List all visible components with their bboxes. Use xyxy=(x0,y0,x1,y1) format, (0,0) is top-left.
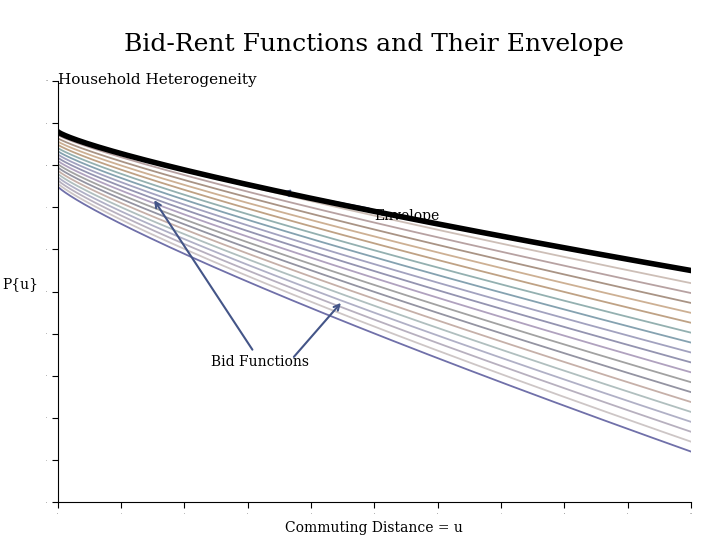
Y-axis label: P{u}: P{u} xyxy=(2,278,38,292)
Text: Envelope: Envelope xyxy=(284,191,440,223)
X-axis label: Commuting Distance = u: Commuting Distance = u xyxy=(285,521,464,535)
Text: Bid-Rent Functions and Their Envelope: Bid-Rent Functions and Their Envelope xyxy=(125,33,624,56)
Text: Bid Functions: Bid Functions xyxy=(156,202,310,369)
Text: Household Heterogeneity: Household Heterogeneity xyxy=(58,73,256,87)
